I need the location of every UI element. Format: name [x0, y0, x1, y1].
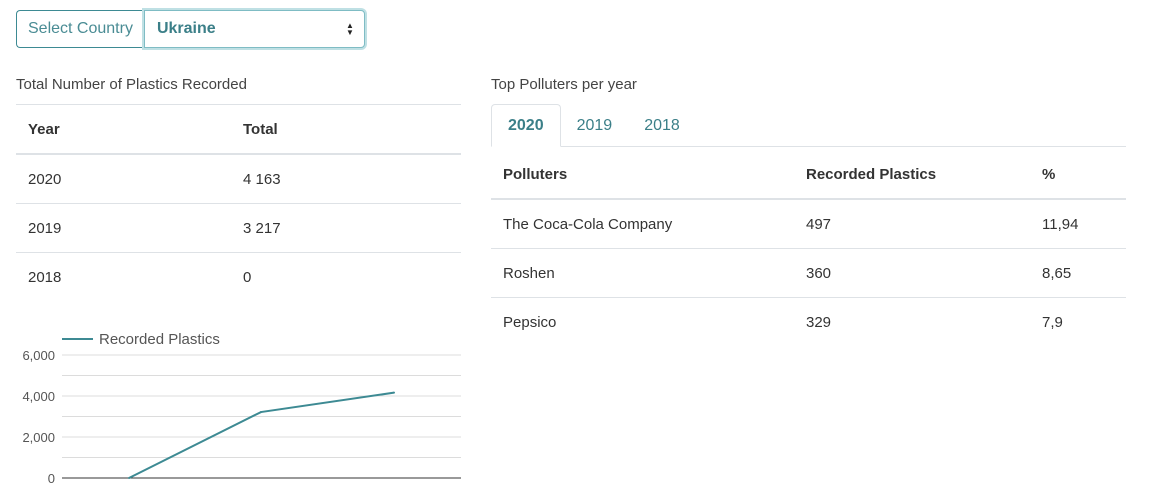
table-row: 2018 0 — [16, 253, 461, 302]
y-tick-label: 4,000 — [22, 389, 55, 404]
row-year: 2019 — [16, 203, 231, 253]
table-header-row: Year Total — [16, 104, 461, 155]
select-country-label: Select Country — [16, 10, 144, 48]
chart-points — [128, 391, 395, 479]
row-recorded: 497 — [794, 199, 1030, 249]
table-header-row: Polluters Recorded Plastics % — [491, 150, 1126, 200]
legend-label: Recorded Plastics — [99, 331, 220, 348]
chart-legend: Recorded Plastics — [62, 331, 220, 348]
table-row: 2019 3 217 — [16, 203, 461, 253]
table-row: 2020 4 163 — [16, 154, 461, 204]
data-point-2018 — [128, 477, 130, 479]
country-select-value: Ukraine — [156, 20, 216, 37]
row-recorded: 329 — [806, 313, 832, 331]
series-line-recorded-plastics — [128, 391, 395, 479]
y-tick-label: 2,000 — [22, 430, 55, 445]
header-percent: % — [1030, 150, 1126, 200]
year-tabs: 2020 2019 2018 — [491, 104, 1126, 147]
polluters-title: Top Polluters per year — [491, 76, 637, 93]
row-percent: 7,9 — [1042, 313, 1063, 331]
updown-icon: ▲ ▼ — [346, 21, 354, 37]
row-percent: 11,94 — [1030, 199, 1126, 249]
tab-2018[interactable]: 2018 — [644, 116, 680, 134]
row-total: 4 163 — [231, 154, 461, 204]
row-polluter: Pepsico — [503, 313, 557, 331]
data-point-2019 — [260, 411, 262, 414]
polluters-table: Polluters Recorded Plastics % The Coca-C… — [491, 150, 1126, 346]
row-year: 2018 — [28, 268, 62, 286]
tab-2019[interactable]: 2019 — [576, 116, 613, 134]
row-year: 2020 — [16, 154, 231, 204]
y-tick-label: 0 — [48, 471, 55, 485]
row-polluter: The Coca-Cola Company — [491, 199, 794, 249]
row-percent: 8,65 — [1030, 248, 1126, 298]
row-total: 0 — [243, 268, 252, 286]
header-year: Year — [16, 104, 231, 155]
data-point-2020 — [393, 391, 395, 394]
row-polluter: Roshen — [491, 248, 794, 298]
header-total: Total — [231, 104, 461, 155]
header-recorded-plastics: Recorded Plastics — [794, 150, 1030, 200]
row-recorded: 360 — [794, 248, 1030, 298]
header-polluters: Polluters — [491, 150, 794, 200]
country-select[interactable]: Ukraine ▲ ▼ — [143, 10, 365, 48]
country-selector: Select Country Ukraine ▲ ▼ — [16, 10, 365, 48]
table-row: Pepsico 329 7,9 — [491, 298, 1126, 347]
table-row: Roshen 360 8,65 — [491, 248, 1126, 298]
tab-2020[interactable]: 2020 — [491, 104, 561, 147]
recorded-plastics-chart: 6,000 4,000 2,000 0 Recorded Plastics — [22, 331, 461, 485]
totals-table: Year Total 2020 4 163 2019 3 217 2018 0 — [16, 104, 461, 301]
totals-title: Total Number of Plastics Recorded — [16, 76, 247, 93]
chart-grid — [62, 354, 461, 479]
row-total: 3 217 — [231, 203, 461, 253]
y-tick-label: 6,000 — [22, 348, 55, 363]
table-row: The Coca-Cola Company 497 11,94 — [491, 199, 1126, 249]
chart-ticks: 6,000 4,000 2,000 0 — [22, 348, 55, 485]
